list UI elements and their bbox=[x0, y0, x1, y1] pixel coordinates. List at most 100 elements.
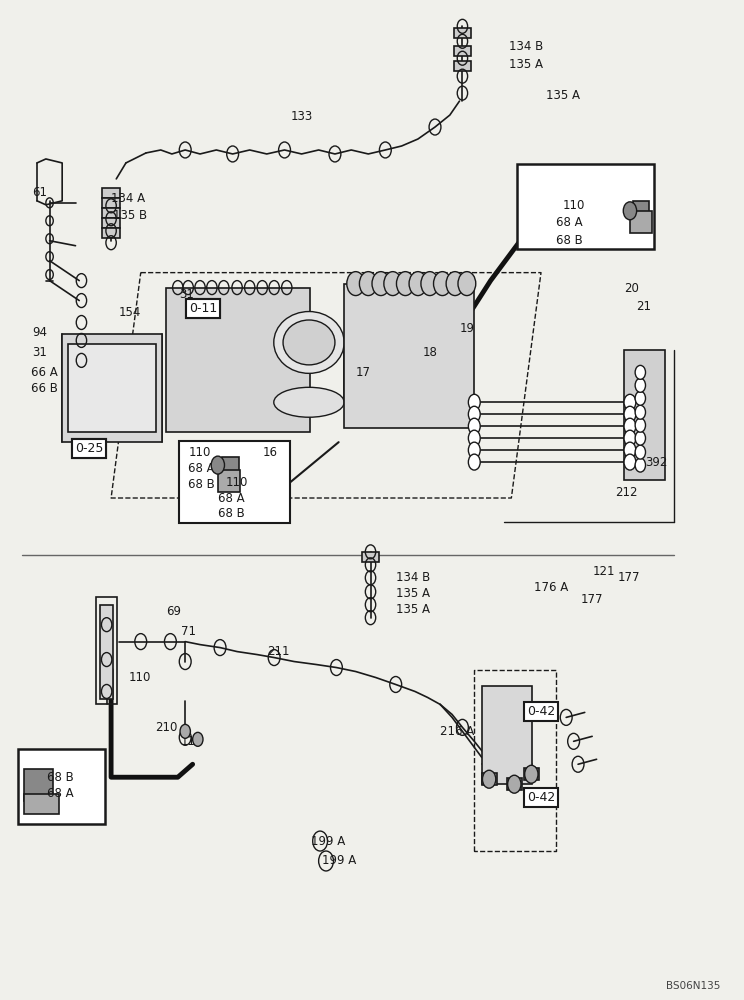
Ellipse shape bbox=[283, 320, 335, 365]
Bar bbox=[24, 769, 54, 801]
Circle shape bbox=[635, 405, 646, 419]
Text: 210: 210 bbox=[155, 721, 178, 734]
Text: 121: 121 bbox=[593, 565, 615, 578]
Circle shape bbox=[635, 391, 646, 405]
Circle shape bbox=[469, 442, 480, 458]
Circle shape bbox=[624, 406, 636, 422]
Text: 0-11: 0-11 bbox=[189, 302, 217, 315]
Text: 0-42: 0-42 bbox=[527, 791, 555, 804]
Text: 68 B: 68 B bbox=[556, 234, 583, 247]
Circle shape bbox=[624, 442, 636, 458]
Bar bbox=[507, 778, 522, 790]
Text: 66 A: 66 A bbox=[31, 366, 58, 379]
Text: 69: 69 bbox=[166, 605, 181, 618]
Bar bbox=[100, 605, 113, 699]
Text: 135 A: 135 A bbox=[396, 587, 430, 600]
Circle shape bbox=[421, 272, 439, 296]
Text: 68 B: 68 B bbox=[48, 771, 74, 784]
Circle shape bbox=[635, 431, 646, 445]
Circle shape bbox=[624, 418, 636, 434]
Bar bbox=[481, 686, 532, 784]
Circle shape bbox=[469, 454, 480, 470]
Text: 134 B: 134 B bbox=[396, 571, 430, 584]
Bar bbox=[179, 441, 290, 523]
Circle shape bbox=[635, 378, 646, 392]
Bar bbox=[102, 208, 120, 218]
Text: 134 A: 134 A bbox=[111, 192, 145, 205]
Bar bbox=[102, 188, 120, 198]
Bar bbox=[633, 201, 650, 219]
Bar bbox=[516, 164, 654, 249]
Text: 110: 110 bbox=[225, 476, 248, 489]
Bar bbox=[524, 768, 539, 780]
Bar bbox=[102, 198, 120, 208]
Bar bbox=[344, 284, 473, 428]
Text: 71: 71 bbox=[181, 625, 196, 638]
Bar bbox=[624, 350, 665, 480]
Text: 135 B: 135 B bbox=[112, 209, 147, 222]
Circle shape bbox=[434, 272, 452, 296]
Text: 392: 392 bbox=[645, 456, 667, 469]
Text: 68 B: 68 B bbox=[188, 478, 215, 491]
Circle shape bbox=[347, 272, 365, 296]
Text: 61: 61 bbox=[33, 186, 48, 199]
Text: 110: 110 bbox=[562, 199, 585, 212]
Text: 17: 17 bbox=[356, 366, 371, 379]
Text: 133: 133 bbox=[290, 110, 312, 123]
Circle shape bbox=[211, 456, 225, 474]
Ellipse shape bbox=[274, 387, 344, 417]
Circle shape bbox=[624, 394, 636, 410]
Text: 0-11: 0-11 bbox=[189, 302, 217, 315]
Text: 94: 94 bbox=[33, 326, 48, 339]
Text: 0-25: 0-25 bbox=[74, 442, 103, 455]
Circle shape bbox=[384, 272, 402, 296]
Text: 154: 154 bbox=[118, 306, 141, 319]
Bar bbox=[102, 218, 120, 228]
Circle shape bbox=[397, 272, 414, 296]
Text: 16: 16 bbox=[263, 446, 278, 459]
Bar bbox=[454, 46, 471, 56]
Bar bbox=[102, 228, 120, 238]
Bar bbox=[62, 334, 162, 442]
Text: 177: 177 bbox=[618, 571, 641, 584]
Circle shape bbox=[469, 418, 480, 434]
Circle shape bbox=[525, 765, 538, 783]
Bar bbox=[454, 61, 471, 71]
Circle shape bbox=[372, 272, 390, 296]
Circle shape bbox=[193, 732, 203, 746]
Text: 135 A: 135 A bbox=[546, 89, 580, 102]
Circle shape bbox=[359, 272, 377, 296]
Text: 0-25: 0-25 bbox=[74, 442, 103, 455]
Text: 211: 211 bbox=[267, 645, 289, 658]
Text: 18: 18 bbox=[423, 346, 437, 359]
Bar bbox=[24, 794, 60, 814]
Circle shape bbox=[635, 418, 646, 432]
Text: 199 A: 199 A bbox=[311, 835, 345, 848]
Bar bbox=[96, 597, 117, 704]
Text: 135 A: 135 A bbox=[509, 58, 543, 71]
Bar bbox=[481, 773, 496, 785]
Circle shape bbox=[469, 406, 480, 422]
Text: 68 B: 68 B bbox=[218, 507, 245, 520]
Text: 199 A: 199 A bbox=[321, 854, 356, 867]
Circle shape bbox=[624, 454, 636, 470]
Bar bbox=[166, 288, 310, 432]
Text: 66 B: 66 B bbox=[31, 382, 58, 395]
Text: 176 A: 176 A bbox=[533, 581, 568, 594]
Text: 110: 110 bbox=[129, 671, 151, 684]
Bar bbox=[218, 470, 240, 492]
Bar bbox=[68, 344, 155, 432]
Text: 118: 118 bbox=[181, 735, 203, 748]
Circle shape bbox=[624, 430, 636, 446]
Ellipse shape bbox=[274, 312, 344, 373]
Circle shape bbox=[507, 775, 521, 793]
Circle shape bbox=[482, 770, 496, 788]
Bar bbox=[222, 457, 239, 475]
Circle shape bbox=[635, 458, 646, 472]
Circle shape bbox=[409, 272, 427, 296]
Circle shape bbox=[635, 365, 646, 379]
Text: 68 A: 68 A bbox=[188, 462, 215, 475]
Circle shape bbox=[635, 445, 646, 459]
Text: 21: 21 bbox=[636, 300, 651, 313]
Text: 68 A: 68 A bbox=[48, 787, 74, 800]
